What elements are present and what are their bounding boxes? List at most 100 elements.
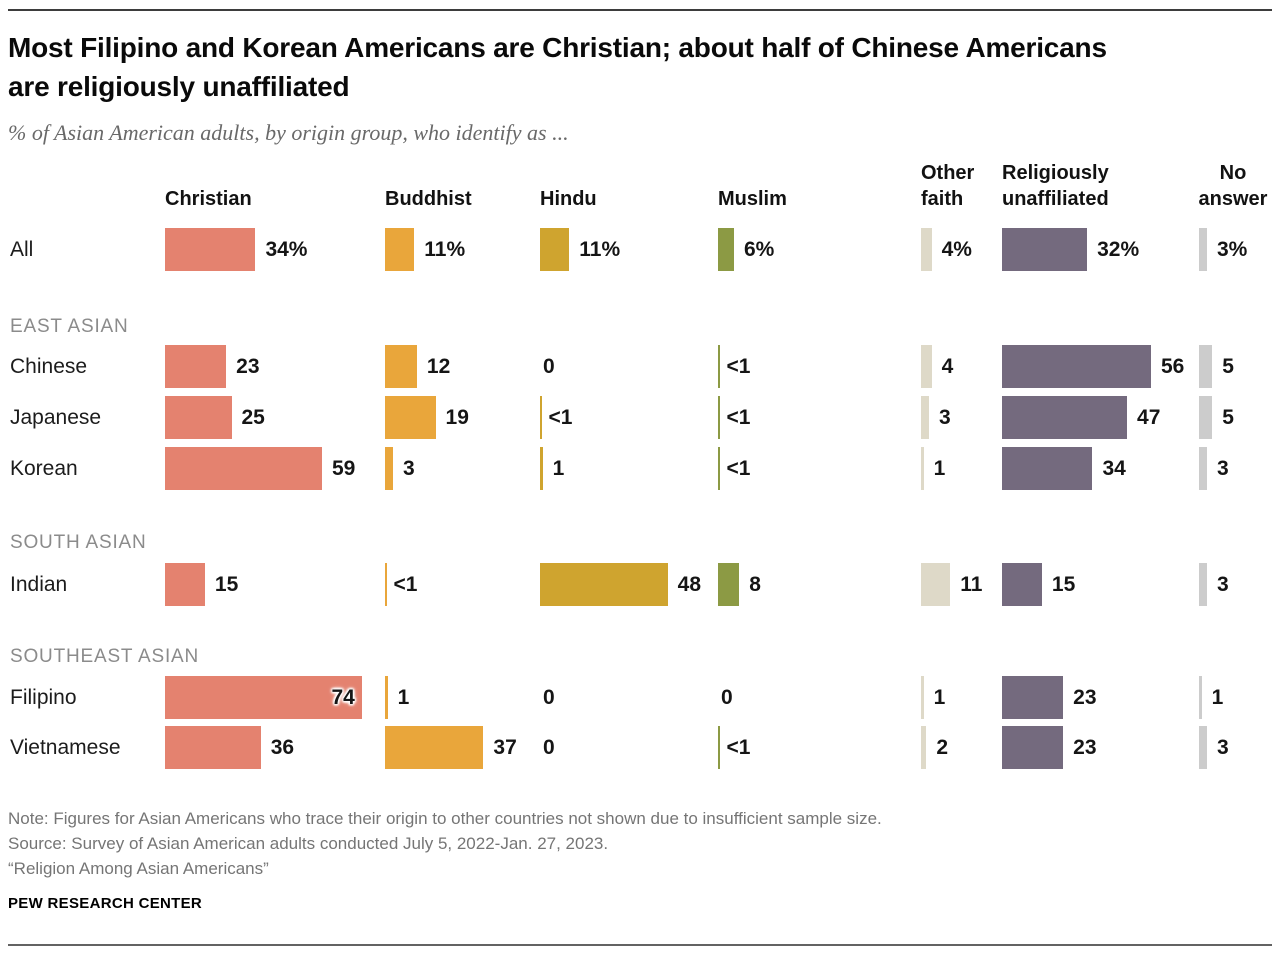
- unaffiliated-bar: [1002, 345, 1151, 388]
- value-label: 4%: [941, 238, 972, 261]
- value-label: 11%: [579, 238, 621, 261]
- christian-bar: [165, 345, 227, 388]
- value-label: 74: [331, 686, 355, 709]
- column-header-buddhist: Buddhist: [385, 188, 472, 210]
- value-label: 34%: [265, 238, 308, 261]
- value-label: 0: [543, 686, 555, 709]
- value-label: 3: [402, 457, 415, 480]
- no-answer-bar: [1199, 676, 1202, 719]
- value-label: 0: [543, 355, 555, 378]
- value-label: 8: [749, 573, 761, 596]
- value-label: 23: [236, 355, 260, 378]
- row-label: Korean: [10, 457, 78, 480]
- page-title: Most Filipino and Korean Americans are C…: [8, 28, 1272, 106]
- column-header-christian: Christian: [165, 188, 252, 210]
- value-label: 3%: [1216, 238, 1248, 261]
- column-header-no-answer: No answer: [1198, 162, 1268, 210]
- other-faith-bar: [921, 345, 932, 388]
- christian-bar: [165, 726, 261, 769]
- no-answer-bar: [1199, 228, 1207, 271]
- value-label: <1: [726, 406, 751, 429]
- value-label: 1: [933, 686, 946, 709]
- report-title-line: “Religion Among Asian Americans”: [8, 859, 269, 878]
- chart-subtitle: % of Asian American adults, by origin gr…: [8, 120, 569, 145]
- row-label: Indian: [10, 573, 68, 596]
- no-answer-bar: [1199, 345, 1213, 388]
- value-label: 37: [493, 736, 517, 759]
- value-label: 11: [960, 573, 983, 596]
- row-label: Chinese: [10, 355, 88, 378]
- muslim-bar: [718, 396, 720, 439]
- value-label: 11%: [424, 238, 466, 261]
- source-line: Source: Survey of Asian American adults …: [8, 834, 609, 853]
- buddhist-bar: [385, 726, 484, 769]
- hindu-bar: [540, 228, 570, 271]
- value-label: 36: [270, 736, 295, 759]
- value-label: 1: [1211, 686, 1224, 709]
- value-label: <1: [726, 736, 751, 759]
- other-faith-bar: [921, 563, 951, 606]
- title-line-1: Most Filipino and Korean Americans are C…: [8, 32, 1107, 63]
- value-label: 48: [677, 573, 702, 596]
- value-label: 1: [397, 686, 410, 709]
- value-label: 12: [426, 355, 451, 378]
- value-label: 3: [1216, 457, 1229, 480]
- muslim-bar: [718, 726, 720, 769]
- unaffiliated-bar: [1002, 447, 1093, 490]
- note-line: Note: Figures for Asian Americans who tr…: [8, 809, 882, 828]
- unaffiliated-bar: [1002, 726, 1064, 769]
- value-label: 23: [1073, 736, 1097, 759]
- value-label: 56: [1160, 355, 1185, 378]
- value-label: 3: [938, 406, 951, 429]
- bottom-rule: [8, 944, 1272, 946]
- other-faith-bar: [921, 447, 924, 490]
- no-answer-bar: [1199, 396, 1213, 439]
- other-faith-bar: [921, 396, 929, 439]
- row-label: Japanese: [10, 406, 102, 429]
- title-line-2: are religiously unaffiliated: [8, 71, 350, 102]
- value-label: <1: [726, 355, 751, 378]
- value-label: 59: [331, 457, 356, 480]
- value-label: 19: [445, 406, 469, 429]
- value-label: 47: [1137, 406, 1161, 429]
- value-label: <1: [393, 573, 418, 596]
- value-label: 32%: [1097, 238, 1140, 261]
- value-label: 1: [933, 457, 946, 480]
- no-answer-bar: [1199, 447, 1207, 490]
- value-label: 0: [721, 686, 733, 709]
- muslim-bar: [718, 345, 720, 388]
- section-label: SOUTH ASIAN: [10, 532, 147, 553]
- value-label: 2: [936, 736, 948, 759]
- section-label: EAST ASIAN: [10, 316, 129, 337]
- row-label: Vietnamese: [10, 736, 121, 759]
- value-label: <1: [548, 406, 573, 429]
- buddhist-bar: [385, 676, 388, 719]
- other-faith-bar: [921, 676, 924, 719]
- hindu-bar: [540, 396, 542, 439]
- buddhist-bar: [385, 396, 436, 439]
- buddhist-bar: [385, 563, 387, 606]
- unaffiliated-bar: [1002, 396, 1128, 439]
- hindu-bar: [540, 447, 543, 490]
- christian-bar: [165, 396, 232, 439]
- column-header-muslim: Muslim: [718, 188, 787, 210]
- value-label: 34: [1102, 457, 1126, 480]
- value-label: 5: [1222, 406, 1234, 429]
- other-faith-bar: [921, 228, 932, 271]
- row-label: Filipino: [10, 686, 77, 709]
- buddhist-bar: [385, 228, 415, 271]
- chart-notes: Note: Figures for Asian Americans who tr…: [8, 806, 882, 881]
- value-label: 15: [1051, 573, 1076, 596]
- muslim-bar: [718, 563, 740, 606]
- value-label: <1: [726, 457, 751, 480]
- muslim-bar: [718, 447, 720, 490]
- buddhist-bar: [385, 447, 393, 490]
- attribution: PEW RESEARCH CENTER: [8, 895, 203, 912]
- buddhist-bar: [385, 345, 417, 388]
- hindu-bar: [540, 563, 668, 606]
- christian-bar: [165, 228, 256, 271]
- column-header-unaffiliated: Religiously unaffiliated: [1002, 162, 1109, 210]
- value-label: 23: [1073, 686, 1097, 709]
- other-faith-bar: [921, 726, 927, 769]
